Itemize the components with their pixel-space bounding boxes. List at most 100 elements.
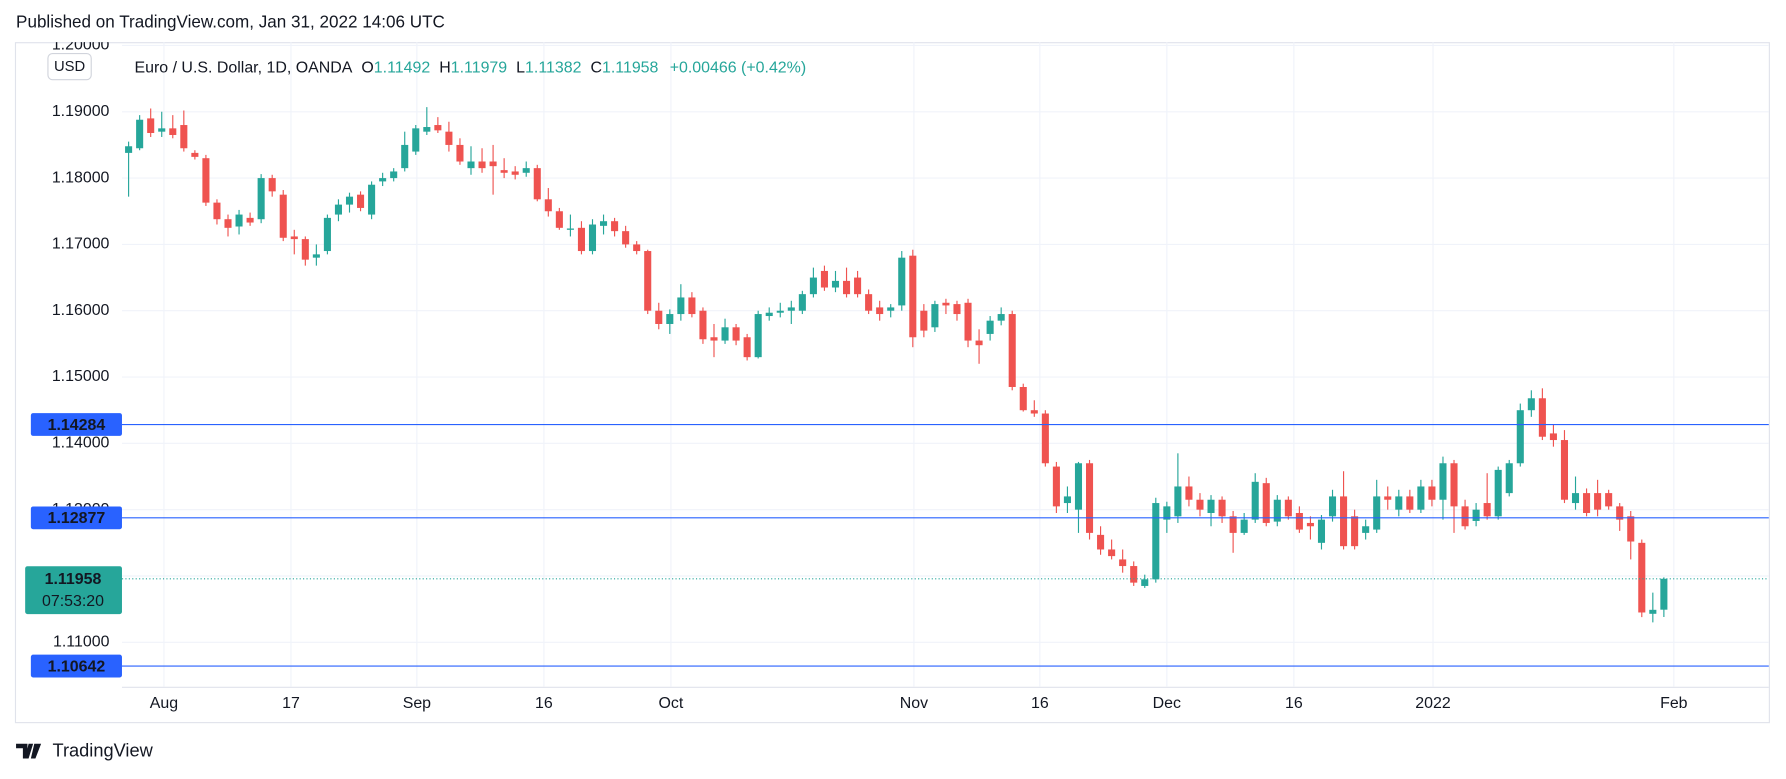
candle-body xyxy=(909,255,917,338)
candle-body xyxy=(1019,386,1027,411)
candle-body xyxy=(544,199,552,212)
level-badge xyxy=(30,413,122,436)
x-tick-label: 17 xyxy=(282,695,300,712)
y-tick-label: 1.17000 xyxy=(52,236,110,253)
candle-body xyxy=(1030,410,1038,414)
candle-body xyxy=(401,144,409,169)
candle-body xyxy=(268,178,276,192)
candle-body xyxy=(1627,516,1635,542)
countdown-label: 07:53:20 xyxy=(42,593,104,610)
candle-body xyxy=(334,204,342,215)
candle-body xyxy=(500,170,508,173)
high-letter: H xyxy=(439,60,451,77)
candle-body xyxy=(1119,559,1127,567)
candle-body xyxy=(843,280,851,295)
y-tick-label: 1.18000 xyxy=(52,169,110,186)
candle-body xyxy=(180,125,188,149)
candle-body xyxy=(732,327,740,341)
candle-body xyxy=(1351,516,1359,547)
level-label: 1.14284 xyxy=(48,417,106,434)
candle-body xyxy=(1174,486,1182,517)
x-tick-label: 16 xyxy=(1031,695,1049,712)
candle-body xyxy=(986,320,994,334)
candle-body xyxy=(1328,496,1337,517)
candle-body xyxy=(1229,516,1237,533)
candle-body xyxy=(1505,463,1513,494)
candle-body xyxy=(213,202,221,220)
candle-body xyxy=(1152,503,1160,580)
candle-body xyxy=(1108,549,1116,557)
candle-body xyxy=(1594,493,1602,510)
candle-body xyxy=(1052,466,1060,507)
x-tick-label: Nov xyxy=(900,695,928,712)
candle-body xyxy=(345,196,354,205)
x-tick-label: Aug xyxy=(150,695,178,712)
candle-body xyxy=(290,236,298,240)
candle-body xyxy=(898,257,906,306)
x-tick-label: Sep xyxy=(403,695,431,712)
close-value: 1.11958 xyxy=(602,60,659,77)
level-label: 1.12877 xyxy=(48,510,106,527)
candle-body xyxy=(1494,469,1502,517)
symbol-label: Euro / U.S. Dollar, 1D, OANDA xyxy=(135,60,353,77)
candle-body xyxy=(721,327,729,341)
level-label: 1.10642 xyxy=(48,658,106,675)
candle-body xyxy=(478,161,486,169)
candle-body xyxy=(169,128,177,135)
candle-body xyxy=(776,310,784,313)
brand-name: TradingView xyxy=(53,740,154,760)
candle-body xyxy=(1649,609,1657,614)
candle-body xyxy=(633,244,641,252)
candle-body xyxy=(677,297,685,315)
header-title: Published on TradingView.com, Jan 31, 20… xyxy=(16,12,445,31)
candle-body xyxy=(566,228,574,230)
candle-body xyxy=(434,125,442,131)
candle-body xyxy=(1185,486,1193,500)
candle-body xyxy=(312,254,320,258)
candle-body xyxy=(147,118,155,133)
candle-body xyxy=(423,127,431,132)
candle-body xyxy=(1063,496,1071,504)
candle-body xyxy=(931,304,939,328)
candle-body xyxy=(1406,496,1414,510)
candle-body xyxy=(412,128,420,152)
level-badge xyxy=(30,654,122,678)
candle-body xyxy=(1373,496,1381,530)
candle-body xyxy=(301,239,309,260)
y-tick-label: 1.19000 xyxy=(52,103,110,120)
candle-body xyxy=(588,224,597,252)
candle-body xyxy=(445,131,453,145)
candle-body xyxy=(456,144,464,162)
y-tick-label: 1.20000 xyxy=(52,37,110,54)
candle-body xyxy=(1097,534,1105,550)
candle-body xyxy=(368,184,376,215)
candle-body xyxy=(1527,398,1535,411)
candle-body xyxy=(1041,413,1049,464)
y-tick-label: 1.15000 xyxy=(52,368,110,385)
candle-body xyxy=(644,251,652,311)
candle-body xyxy=(224,219,232,228)
candles-layer xyxy=(121,107,1769,667)
candle-body xyxy=(1085,463,1094,533)
candle-body xyxy=(710,337,718,341)
candle-body xyxy=(1605,493,1613,507)
candle-body xyxy=(765,312,773,317)
chart-frame xyxy=(14,42,1770,724)
x-tick-label: Oct xyxy=(659,695,684,712)
candle-body xyxy=(1472,509,1480,521)
candle-body xyxy=(865,294,873,311)
candle-body xyxy=(577,227,585,252)
candle-body xyxy=(1571,493,1580,504)
change-label: +0.00466 (+0.42%) xyxy=(670,60,806,77)
candle-body xyxy=(1141,579,1149,586)
high-value: 1.11979 xyxy=(451,60,508,77)
candle-body xyxy=(854,277,862,295)
candle-body xyxy=(809,277,817,295)
candle-body xyxy=(533,168,541,200)
candle-body xyxy=(323,217,331,252)
candle-body xyxy=(1461,506,1469,527)
candle-body xyxy=(1616,506,1624,520)
y-tick-label: 1.11000 xyxy=(53,634,110,651)
candle-body xyxy=(357,194,365,208)
